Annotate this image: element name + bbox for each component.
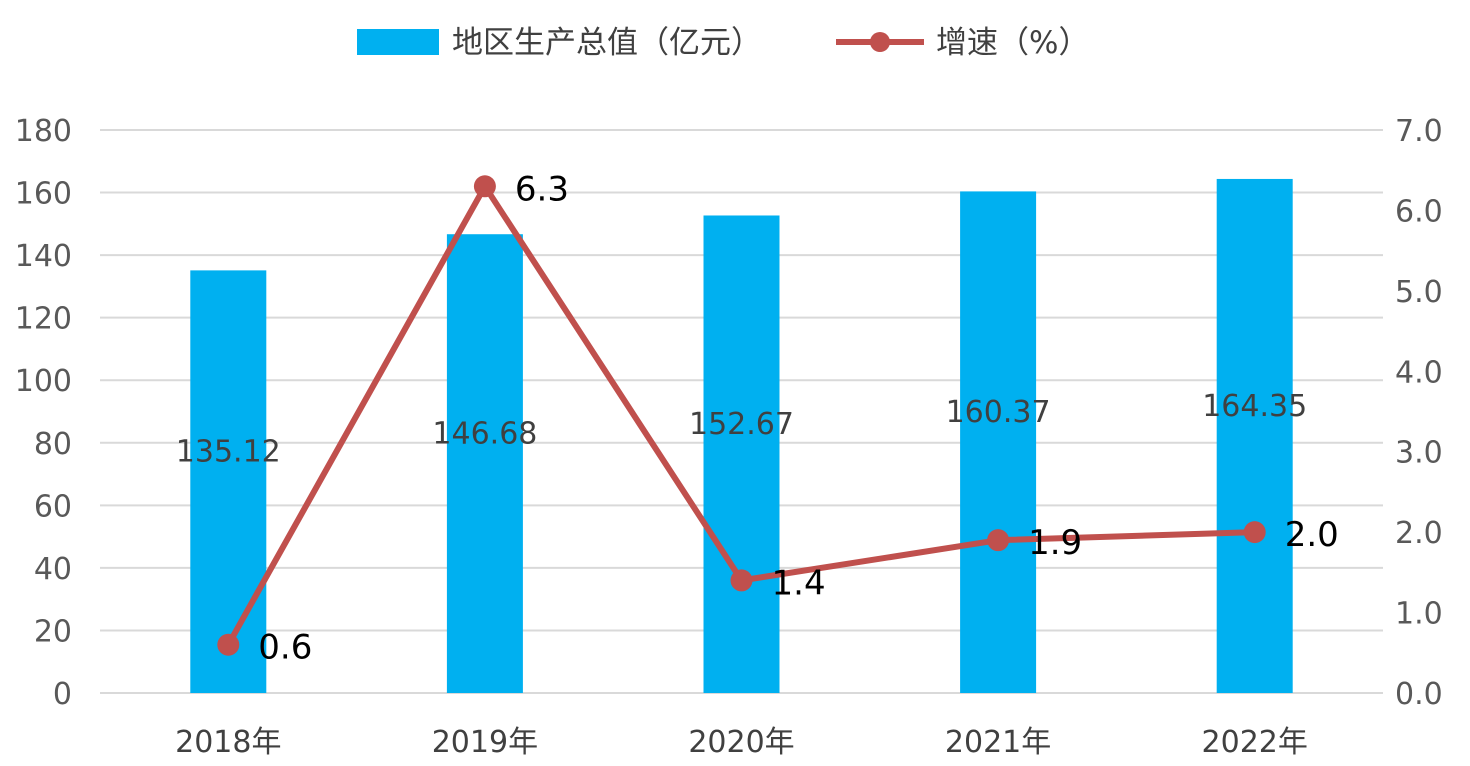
bar: [960, 191, 1037, 693]
x-tick-label: 2018年: [175, 725, 281, 760]
x-tick-label: 2019年: [432, 725, 538, 760]
bar-data-label: 146.68: [432, 417, 537, 452]
left-tick-label: 0: [53, 677, 72, 712]
line-point: [473, 175, 496, 198]
x-tick-label: 2021年: [945, 725, 1051, 760]
line-data-label: 2.0: [1285, 515, 1339, 555]
right-tick-label: 6.0: [1395, 194, 1443, 229]
bar: [446, 234, 523, 693]
bar-series: [190, 178, 1293, 694]
legend-bar-swatch: [357, 29, 439, 55]
line-point: [1243, 521, 1266, 544]
bar: [703, 215, 780, 693]
line-series: [217, 175, 1266, 656]
bar: [1216, 178, 1293, 694]
x-tick-label: 2022年: [1202, 725, 1308, 760]
right-tick-label: 7.0: [1395, 114, 1443, 149]
right-tick-label: 1.0: [1395, 597, 1443, 632]
left-axis: 0 20 40 60 80 100 120 140 160 180: [15, 114, 72, 712]
x-tick-label: 2020年: [688, 725, 794, 760]
legend-bar-label: 地区生产总值（亿元）: [452, 25, 762, 61]
line-point: [217, 633, 240, 656]
right-tick-label: 4.0: [1395, 355, 1443, 390]
line-data-label: 1.9: [1028, 523, 1082, 563]
bar: [190, 270, 267, 693]
left-tick-label: 120: [15, 302, 72, 337]
left-tick-label: 40: [34, 552, 72, 587]
right-tick-label: 2.0: [1395, 516, 1443, 551]
right-tick-label: 3.0: [1395, 436, 1443, 471]
line-point: [987, 529, 1010, 552]
left-tick-label: 140: [15, 239, 72, 274]
left-tick-label: 20: [34, 614, 72, 649]
legend-line-marker: [870, 32, 890, 52]
left-tick-label: 60: [34, 489, 72, 524]
left-tick-label: 80: [34, 427, 72, 462]
left-tick-label: 100: [15, 364, 72, 399]
bar-data-label: 160.37: [946, 395, 1051, 430]
bar-data-label: 164.35: [1202, 389, 1307, 424]
bar-data-label: 135.12: [176, 435, 281, 470]
line-data-label: 1.4: [772, 563, 826, 603]
line-point: [730, 569, 753, 592]
right-axis: 0.0 1.0 2.0 3.0 4.0 5.0 6.0 7.0: [1395, 114, 1443, 712]
line-data-labels: 0.6 6.3 1.4 1.9 2.0: [258, 169, 1338, 667]
right-tick-label: 0.0: [1395, 677, 1443, 712]
x-axis: 2018年 2019年 2020年 2021年 2022年: [175, 725, 1308, 760]
bar-data-label: 152.67: [689, 407, 794, 442]
right-tick-label: 5.0: [1395, 275, 1443, 310]
line-data-label: 0.6: [258, 628, 312, 668]
bar-data-labels: 135.12 146.68 152.67 160.37 164.35: [176, 389, 1307, 470]
left-tick-label: 160: [15, 177, 72, 212]
left-tick-label: 180: [15, 114, 72, 149]
line-data-label: 6.3: [515, 169, 569, 209]
legend: 地区生产总值（亿元） 增速（%）: [357, 25, 1089, 61]
legend-line-label: 增速（%）: [936, 25, 1089, 61]
